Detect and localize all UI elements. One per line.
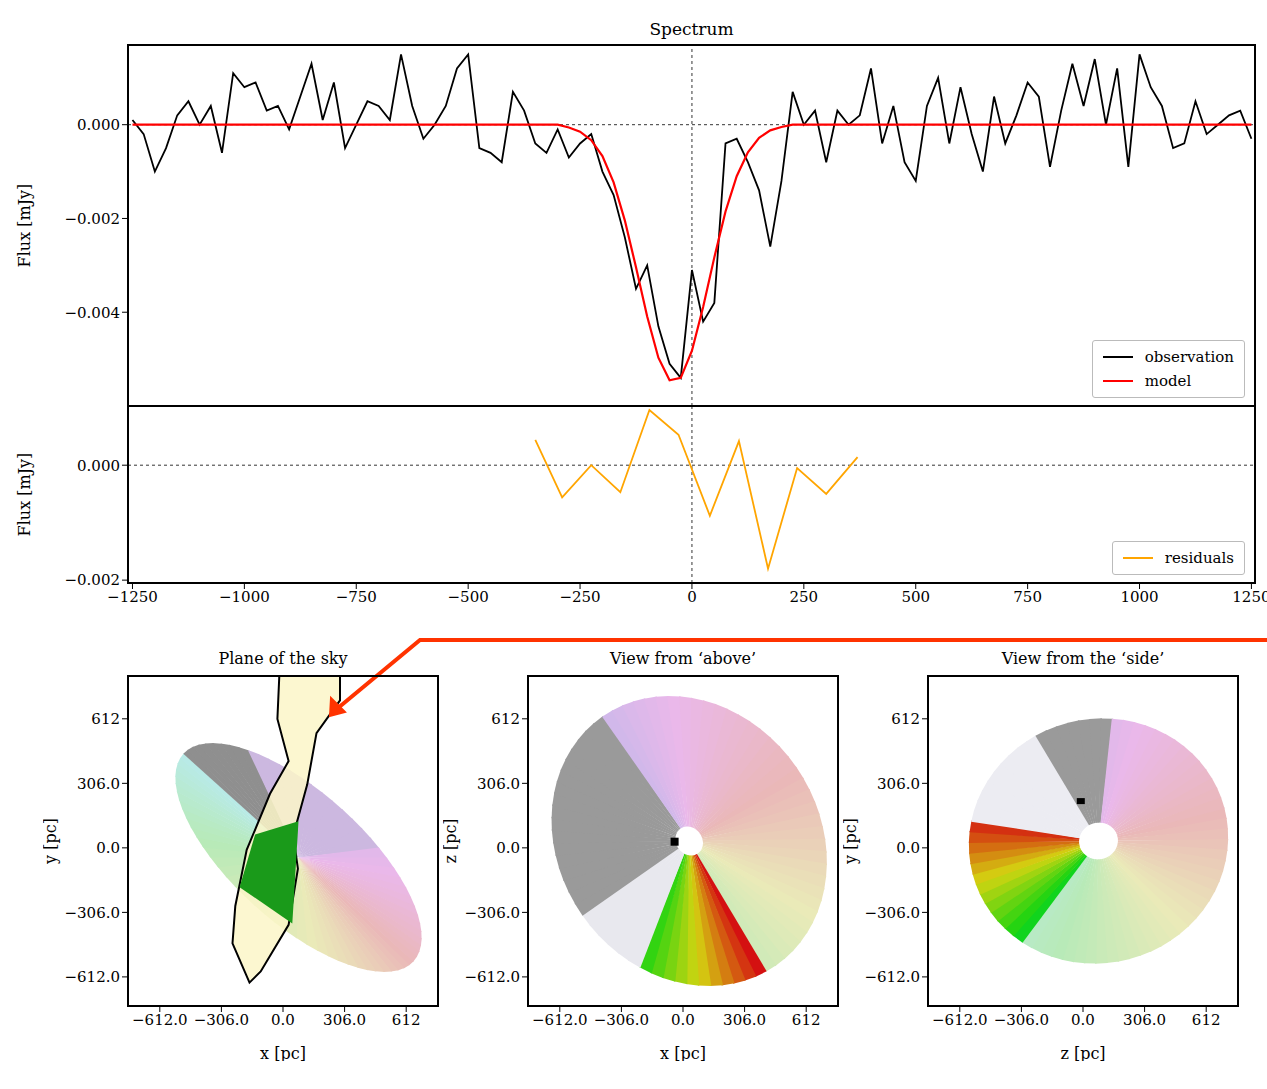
svg-text:0: 0 xyxy=(687,588,697,606)
svg-text:0.0: 0.0 xyxy=(96,839,120,857)
svg-text:0.0: 0.0 xyxy=(496,839,520,857)
svg-text:612: 612 xyxy=(1192,1011,1221,1029)
svg-text:z [pc]: z [pc] xyxy=(443,818,460,863)
svg-text:y [pc]: y [pc] xyxy=(43,818,60,865)
svg-text:306.0: 306.0 xyxy=(477,775,520,793)
svg-text:Flux [mJy]: Flux [mJy] xyxy=(15,453,34,537)
svg-text:−306.0: −306.0 xyxy=(464,904,520,922)
svg-text:y [pc]: y [pc] xyxy=(843,818,860,865)
svg-text:0.000: 0.000 xyxy=(77,116,120,134)
svg-text:306.0: 306.0 xyxy=(723,1011,766,1029)
svg-text:306.0: 306.0 xyxy=(877,775,920,793)
svg-text:−1000: −1000 xyxy=(219,588,270,606)
svg-text:−612.0: −612.0 xyxy=(864,968,920,986)
svg-text:−250: −250 xyxy=(559,588,600,606)
svg-text:z [pc]: z [pc] xyxy=(1060,1044,1105,1061)
svg-text:x [pc]: x [pc] xyxy=(260,1044,306,1061)
svg-text:Flux [mJy]: Flux [mJy] xyxy=(15,184,34,268)
svg-text:−750: −750 xyxy=(336,588,377,606)
svg-text:−612.0: −612.0 xyxy=(132,1011,188,1029)
svg-text:−306.0: −306.0 xyxy=(864,904,920,922)
svg-text:−0.002: −0.002 xyxy=(64,210,120,228)
html-text:model: model xyxy=(1144,372,1192,390)
svg-text:−612.0: −612.0 xyxy=(464,968,520,986)
svg-text:−0.002: −0.002 xyxy=(64,571,120,589)
svg-text:−1250: −1250 xyxy=(107,588,158,606)
svg-text:1250: 1250 xyxy=(1232,588,1267,606)
svg-text:−612.0: −612.0 xyxy=(932,1011,988,1029)
svg-text:612: 612 xyxy=(792,1011,821,1029)
svg-text:500: 500 xyxy=(901,588,930,606)
svg-text:0.0: 0.0 xyxy=(1071,1011,1095,1029)
html-text:Plane of the sky: Plane of the sky xyxy=(218,649,348,668)
svg-text:0.0: 0.0 xyxy=(271,1011,295,1029)
svg-text:306.0: 306.0 xyxy=(77,775,120,793)
svg-text:1000: 1000 xyxy=(1120,588,1158,606)
svg-text:612: 612 xyxy=(891,710,920,728)
svg-text:−500: −500 xyxy=(448,588,489,606)
html-text:Spectrum: Spectrum xyxy=(649,19,734,39)
html-text:residuals: residuals xyxy=(1164,549,1234,567)
svg-text:−306.0: −306.0 xyxy=(64,904,120,922)
svg-text:250: 250 xyxy=(790,588,819,606)
svg-text:−612.0: −612.0 xyxy=(64,968,120,986)
svg-text:−306.0: −306.0 xyxy=(994,1011,1050,1029)
svg-text:612: 612 xyxy=(91,710,120,728)
svg-text:x [pc]: x [pc] xyxy=(660,1044,706,1061)
html-text:View from the ‘side’: View from the ‘side’ xyxy=(1001,649,1165,668)
svg-text:612: 612 xyxy=(491,710,520,728)
svg-text:−0.004: −0.004 xyxy=(64,304,120,322)
svg-text:306.0: 306.0 xyxy=(1123,1011,1166,1029)
html-text:observation: observation xyxy=(1144,348,1234,366)
svg-text:0.0: 0.0 xyxy=(671,1011,695,1029)
svg-text:750: 750 xyxy=(1013,588,1042,606)
svg-text:612: 612 xyxy=(392,1011,421,1029)
svg-text:306.0: 306.0 xyxy=(323,1011,366,1029)
svg-text:0.0: 0.0 xyxy=(896,839,920,857)
html-text:View from ‘above’: View from ‘above’ xyxy=(609,649,757,668)
svg-text:−306.0: −306.0 xyxy=(194,1011,250,1029)
svg-text:−612.0: −612.0 xyxy=(532,1011,588,1029)
svg-text:0.000: 0.000 xyxy=(77,457,120,475)
svg-text:−306.0: −306.0 xyxy=(594,1011,650,1029)
